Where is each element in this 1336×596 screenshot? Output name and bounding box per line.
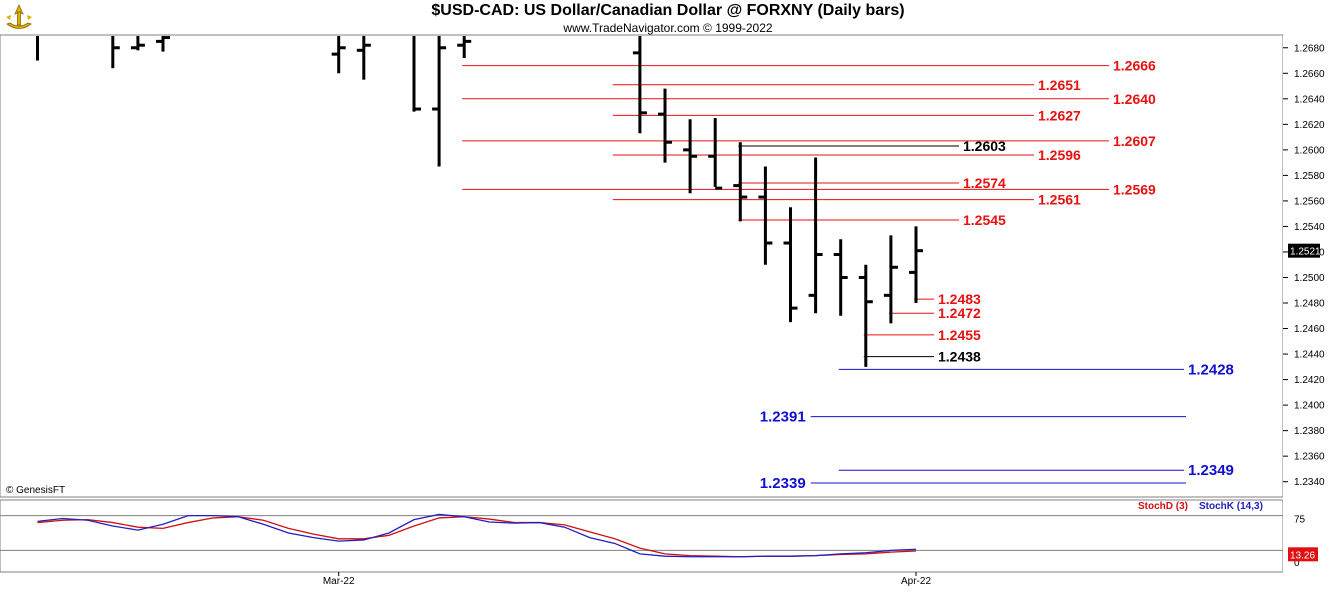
level-label: 1.2569: [1113, 181, 1156, 197]
stoch-tick-label: 0: [1294, 558, 1300, 569]
stoch-tick-label: 75: [1294, 515, 1306, 526]
ohlc-bars: [36, 36, 923, 367]
genesis-logo-icon: [2, 2, 36, 34]
price-panel-frame: [0, 34, 1284, 498]
time-tick-label: Mar-22: [323, 576, 355, 587]
level-label: 1.2391: [760, 409, 806, 426]
level-label: 1.2438: [938, 349, 981, 365]
price-tick-label: 1.2440: [1294, 350, 1325, 361]
stoch-last-value-label: 13.26: [1290, 550, 1315, 561]
price-tick-label: 1.2560: [1294, 196, 1325, 207]
chart-title: $USD-CAD: US Dollar/Canadian Dollar @ FO…: [431, 2, 905, 19]
level-label: 1.2483: [938, 291, 981, 307]
level-label: 1.2627: [1038, 107, 1081, 123]
level-label: 1.2651: [1038, 77, 1081, 93]
chart-subtitle: www.TradeNavigator.com © 1999-2022: [563, 21, 773, 35]
ohlc-bar: [858, 264, 873, 367]
price-tick-label: 1.2680: [1294, 43, 1325, 54]
stoch-legend-d: StochD (3): [1138, 501, 1188, 512]
price-tick-label: 1.2480: [1294, 299, 1325, 310]
price-tick-label: 1.2380: [1294, 426, 1325, 437]
price-tick-label: 1.2580: [1294, 171, 1325, 182]
ohlc-bar: [708, 117, 723, 190]
last-price-box: [1288, 243, 1320, 258]
support-resistance-levels: 1.2666 1.2651 1.2640 1.2627 1.2607 1.2603 1.25…: [462, 58, 1234, 492]
ohlc-bar: [632, 36, 647, 134]
ohlc-bar: [156, 36, 170, 52]
ohlc-bar: [432, 36, 447, 167]
level-label: 1.2666: [1113, 58, 1156, 74]
ohlc-bar: [111, 36, 120, 69]
price-tick-label: 1.2420: [1294, 375, 1325, 386]
level-label: 1.2574: [963, 175, 1006, 191]
stoch-panel-frame: [0, 499, 1284, 573]
level-label: 1.2349: [1188, 462, 1234, 479]
level-label: 1.2455: [938, 327, 981, 343]
level-label: 1.2545: [963, 212, 1006, 228]
stoch-legend-k: StochK (14,3): [1199, 501, 1263, 512]
level-label: 1.2607: [1113, 133, 1156, 149]
price-tick-label: 1.2400: [1294, 401, 1325, 412]
time-axis: Mar-22 Apr-22: [323, 572, 931, 587]
level-label: 1.2603: [963, 138, 1006, 154]
ohlc-bar: [457, 36, 472, 58]
price-tick-label: 1.2460: [1294, 324, 1325, 335]
ohlc-bar: [412, 36, 421, 112]
stoch-last-value-box: [1288, 547, 1318, 562]
ohlc-bar: [758, 166, 773, 265]
price-tick-label: 1.2500: [1294, 273, 1325, 284]
price-axis: 1.2680 1.2660 1.2640 1.2620 1.2600 1.2580 1.25…: [1283, 43, 1325, 488]
ohlc-bar: [658, 88, 672, 163]
copyright-text: © GenesisFT: [6, 485, 66, 496]
price-tick-label: 1.2340: [1294, 477, 1325, 488]
ohlc-bar: [783, 207, 798, 323]
level-label: 1.2640: [1113, 91, 1156, 107]
ohlc-bar: [130, 36, 145, 51]
stoch-k-line: [37, 513, 917, 558]
level-label: 1.2428: [1188, 361, 1234, 378]
price-tick-label: 1.2620: [1294, 120, 1325, 131]
price-tick-label: 1.2600: [1294, 145, 1325, 156]
ohlc-bar: [356, 36, 371, 80]
level-label: 1.2472: [938, 305, 981, 321]
ohlc-bar: [883, 235, 898, 324]
ohlc-bar: [808, 157, 823, 314]
last-price-label: 1.2521: [1290, 247, 1321, 258]
price-tick-label: 1.2540: [1294, 222, 1325, 233]
price-tick-label: 1.2640: [1294, 94, 1325, 105]
ohlc-bar: [683, 119, 698, 194]
price-tick-label: 1.2360: [1294, 452, 1325, 463]
time-tick-label: Apr-22: [901, 576, 931, 587]
ohlc-bar: [833, 239, 848, 316]
ohlc-bar: [331, 36, 346, 74]
level-label: 1.2561: [1038, 192, 1081, 208]
level-label: 1.2339: [760, 475, 806, 492]
ohlc-bar: [909, 226, 923, 304]
level-label: 1.2596: [1038, 147, 1081, 163]
right-axis-area: [1283, 35, 1335, 591]
stochastic-panel: 75 0 StochD (3) StochK (14,3) 13.26: [0, 501, 1318, 569]
ohlc-bar: [733, 142, 748, 222]
price-tick-label: 1.2660: [1294, 69, 1325, 80]
